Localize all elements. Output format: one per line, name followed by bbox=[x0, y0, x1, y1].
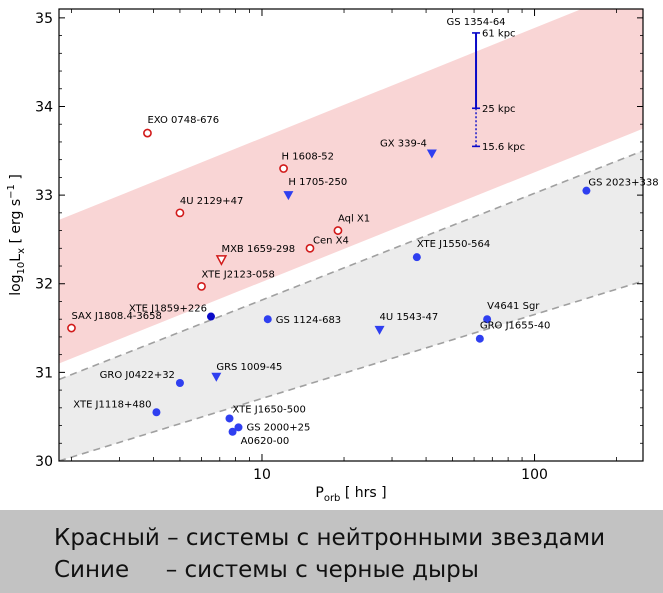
v4641-sgr-label: V4641 Sgr bbox=[487, 301, 540, 312]
caption-line-blue: Синие – системы с черные дыры bbox=[54, 557, 479, 583]
y-tick-label-32: 32 bbox=[35, 277, 53, 293]
xte-j2123-058-label: XTE J2123-058 bbox=[202, 269, 275, 280]
y-tick-label-30: 30 bbox=[35, 454, 53, 470]
y-label-part-1: 10 bbox=[16, 262, 27, 275]
y-tick-label-31: 31 bbox=[35, 365, 53, 381]
neutron_star-band bbox=[59, 9, 643, 364]
gx-339-4-label: GX 339-4 bbox=[380, 138, 427, 149]
gs-2023-338-label: GS 2023+338 bbox=[588, 178, 658, 189]
cen-x4-point bbox=[305, 243, 315, 253]
x-axis-label: Porb [ hrs ] bbox=[315, 485, 386, 504]
xte-j1650-500-label: XTE J1650-500 bbox=[232, 404, 305, 415]
y-axis-label: log10Lx [ erg s−1 ] bbox=[6, 174, 27, 296]
distance-label-2: 15.6 kpc bbox=[482, 142, 525, 153]
grs-1009-45-label: GRS 1009-45 bbox=[216, 362, 282, 373]
bh-band-upper-edge bbox=[59, 150, 643, 381]
sax-j1808-4-3658-label: SAX J1808.4-3658 bbox=[71, 311, 161, 322]
4u-2129-47-point bbox=[175, 208, 185, 218]
x-label-unit: [ hrs ] bbox=[340, 485, 386, 501]
aql-x1-label: Aql X1 bbox=[338, 214, 370, 225]
bands-layer bbox=[59, 9, 643, 461]
grs-1009-45-point bbox=[211, 372, 222, 382]
a0620-00-label: A0620-00 bbox=[241, 436, 290, 447]
xte-j1859-226-label: XTE J1859+226 bbox=[129, 304, 207, 315]
x-label-sub: orb bbox=[324, 493, 341, 504]
h-1705-250-point bbox=[283, 191, 294, 201]
cen-x4-label: Cen X4 bbox=[313, 235, 349, 246]
y-label-part-2: L bbox=[8, 254, 24, 262]
mxb-1659-298-point bbox=[215, 255, 228, 266]
scatter-chart: EXO 0748-676 H 1608-52 4U 2129+47 Aql X1 Cen… bbox=[6, 8, 659, 504]
xte-j1118-480-label: XTE J1118+480 bbox=[73, 399, 151, 410]
h-1705-250-label: H 1705-250 bbox=[288, 177, 347, 188]
gs-2023-338-point bbox=[582, 186, 591, 195]
v4641-sgr-point bbox=[483, 315, 492, 324]
gs-1124-683-point bbox=[263, 315, 272, 324]
exo-0748-676-point bbox=[143, 128, 152, 138]
x-label-main: P bbox=[315, 485, 323, 501]
gs-1354-64-label: GS 1354-64 bbox=[446, 17, 505, 28]
xte-j1118-480-point bbox=[152, 408, 161, 417]
gro-j0422-32-point bbox=[175, 379, 184, 388]
distance-label-1: 25 kpc bbox=[482, 104, 516, 115]
gro-j0422-32-label: GRO J0422+32 bbox=[100, 370, 175, 381]
y-tick-label-33: 33 bbox=[35, 188, 53, 204]
x-tick-label-10: 10 bbox=[253, 467, 271, 483]
h-1608-52-label: H 1608-52 bbox=[282, 152, 334, 163]
xte-j2123-058-point bbox=[197, 282, 206, 291]
h-1608-52-point bbox=[279, 164, 288, 173]
exo-0748-676-label: EXO 0748-676 bbox=[147, 115, 219, 126]
black_hole-band bbox=[59, 150, 643, 461]
sax-j1808-4-3658-point bbox=[67, 323, 76, 333]
y-label-part-3: x bbox=[16, 248, 27, 254]
gro-j1655-40-point bbox=[475, 334, 484, 343]
y-tick-label-34: 34 bbox=[35, 99, 53, 115]
y-label-part-6: ] bbox=[8, 174, 24, 184]
gs-2000-25-point bbox=[234, 423, 243, 432]
xte-j1650-500-point bbox=[225, 414, 234, 423]
mxb-1659-298-label: MXB 1659-298 bbox=[221, 244, 295, 255]
xte-j1550-564-label: XTE J1550-564 bbox=[417, 239, 490, 250]
y-tick-label-35: 35 bbox=[35, 11, 53, 27]
4u-1543-47-point bbox=[374, 325, 385, 335]
4u-1543-47-label: 4U 1543-47 bbox=[380, 312, 439, 323]
bh-band-lower-edge bbox=[59, 280, 643, 461]
gs-2000-25-label: GS 2000+25 bbox=[246, 422, 310, 433]
caption-panel: Красный – системы с нейтронными звездами… bbox=[0, 510, 663, 593]
y-label-part-5: −1 bbox=[6, 184, 17, 199]
aql-x1-point bbox=[333, 226, 343, 235]
plot-frame bbox=[58, 8, 644, 462]
gro-j1655-40-label: GRO J1655-40 bbox=[480, 321, 550, 332]
y-label-part-4: [ erg s bbox=[8, 199, 24, 248]
4u-2129-47-label: 4U 2129+47 bbox=[180, 196, 243, 207]
x-tick-label-100: 100 bbox=[521, 467, 548, 483]
a0620-00-point bbox=[228, 427, 237, 436]
chart-area: EXO 0748-676 H 1608-52 4U 2129+47 Aql X1 Cen… bbox=[6, 8, 659, 504]
xte-j1550-564-point bbox=[412, 253, 421, 262]
distance-label-0: 61 kpc bbox=[482, 28, 516, 39]
gs-1124-683-label: GS 1124-683 bbox=[276, 315, 341, 326]
xte-j1859-226-point bbox=[206, 312, 215, 321]
caption-line-red: Красный – системы с нейтронными звездами bbox=[54, 525, 606, 551]
marks-layer: EXO 0748-676 H 1608-52 4U 2129+47 Aql X1 Cen… bbox=[67, 17, 659, 447]
gx-339-4-point bbox=[426, 149, 437, 159]
y-label-part-0: log bbox=[8, 274, 24, 295]
